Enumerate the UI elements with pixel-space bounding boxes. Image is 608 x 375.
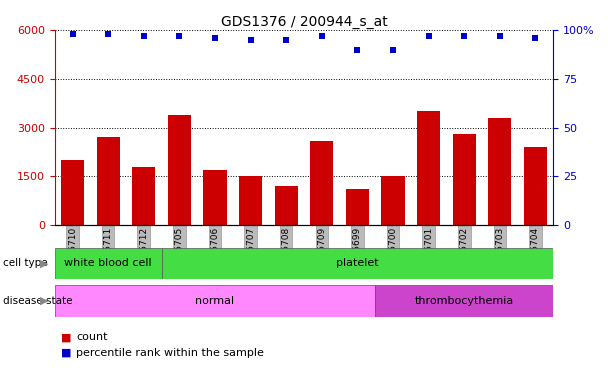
Bar bbox=[381, 176, 404, 225]
Point bbox=[424, 33, 434, 39]
Text: normal: normal bbox=[195, 296, 235, 306]
Bar bbox=[375, 285, 553, 317]
Text: count: count bbox=[76, 333, 108, 342]
Point bbox=[460, 33, 469, 39]
Bar bbox=[55, 248, 162, 279]
Text: disease state: disease state bbox=[3, 296, 72, 306]
Bar bbox=[204, 170, 227, 225]
Text: ▶: ▶ bbox=[40, 258, 49, 268]
Bar bbox=[61, 160, 84, 225]
Bar bbox=[524, 147, 547, 225]
Point bbox=[174, 33, 184, 39]
Point bbox=[103, 31, 113, 37]
Point bbox=[210, 35, 220, 41]
Bar bbox=[453, 134, 476, 225]
Text: percentile rank within the sample: percentile rank within the sample bbox=[76, 348, 264, 357]
Bar bbox=[162, 248, 553, 279]
Point bbox=[495, 33, 505, 39]
Bar bbox=[55, 285, 375, 317]
Text: thrombocythemia: thrombocythemia bbox=[415, 296, 514, 306]
Text: ■: ■ bbox=[61, 333, 71, 342]
Bar bbox=[132, 166, 155, 225]
Point bbox=[388, 46, 398, 53]
Bar bbox=[488, 118, 511, 225]
Bar bbox=[168, 114, 191, 225]
Point bbox=[317, 33, 326, 39]
Bar bbox=[97, 137, 120, 225]
Bar bbox=[239, 176, 262, 225]
Point bbox=[246, 37, 255, 43]
Point bbox=[67, 31, 77, 37]
Bar bbox=[310, 141, 333, 225]
Point bbox=[139, 33, 148, 39]
Text: cell type: cell type bbox=[3, 258, 47, 268]
Point bbox=[531, 35, 541, 41]
Text: ■: ■ bbox=[61, 348, 71, 357]
Bar bbox=[275, 186, 298, 225]
Bar bbox=[346, 189, 369, 225]
Bar bbox=[417, 111, 440, 225]
Text: white blood cell: white blood cell bbox=[64, 258, 152, 268]
Point bbox=[353, 46, 362, 53]
Text: ▶: ▶ bbox=[40, 296, 49, 306]
Text: platelet: platelet bbox=[336, 258, 379, 268]
Title: GDS1376 / 200944_s_at: GDS1376 / 200944_s_at bbox=[221, 15, 387, 29]
Point bbox=[282, 37, 291, 43]
